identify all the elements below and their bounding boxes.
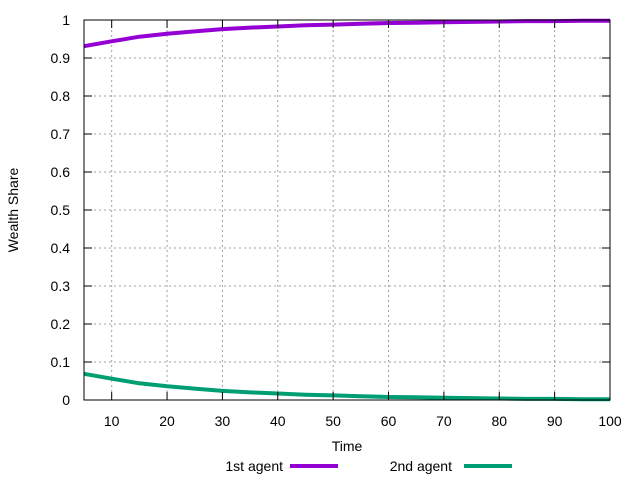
y-tick-label: 0.4 bbox=[51, 240, 71, 256]
legend-label-2nd-agent: 2nd agent bbox=[390, 458, 452, 474]
y-tick-label: 0.8 bbox=[51, 88, 71, 104]
x-tick-labels: 10 20 30 40 50 60 70 80 90 100 bbox=[104, 413, 622, 429]
x-tick-label: 60 bbox=[381, 413, 397, 429]
y-tick-label: 0.7 bbox=[51, 126, 71, 142]
x-axis-label: Time bbox=[332, 438, 363, 454]
series-lines bbox=[83, 18, 610, 402]
y-tick-label: 0.1 bbox=[51, 354, 71, 370]
y-tick-label: 0.6 bbox=[51, 164, 71, 180]
x-tick-label: 30 bbox=[215, 413, 231, 429]
legend: 1st agent 2nd agent bbox=[225, 458, 512, 474]
x-tick-label: 40 bbox=[270, 413, 286, 429]
x-tick-label: 20 bbox=[159, 413, 175, 429]
y-tick-label: 1 bbox=[62, 12, 70, 28]
plot-frame bbox=[83, 19, 611, 401]
x-tick-label: 10 bbox=[104, 413, 120, 429]
x-tick-label: 80 bbox=[491, 413, 507, 429]
y-tick-label: 0.3 bbox=[51, 278, 71, 294]
y-tick-label: 0 bbox=[62, 392, 70, 408]
x-tick-label: 70 bbox=[436, 413, 452, 429]
legend-label-1st-agent: 1st agent bbox=[225, 458, 283, 474]
x-tick-label: 90 bbox=[547, 413, 563, 429]
series-line-1st-agent bbox=[83, 18, 610, 49]
x-tick-label: 50 bbox=[325, 413, 341, 429]
axis-ticks bbox=[84, 19, 611, 401]
grid-lines bbox=[84, 20, 610, 400]
x-tick-label: 100 bbox=[598, 413, 622, 429]
series-line-2nd-agent bbox=[83, 371, 610, 402]
y-tick-label: 0.9 bbox=[51, 50, 71, 66]
y-tick-labels: 0 0.1 0.2 0.3 0.4 0.5 0.6 0.7 0.8 0.9 1 bbox=[51, 12, 71, 408]
y-axis-label: Wealth Share bbox=[5, 168, 21, 253]
y-tick-label: 0.2 bbox=[51, 316, 71, 332]
y-tick-label: 0.5 bbox=[51, 202, 71, 218]
